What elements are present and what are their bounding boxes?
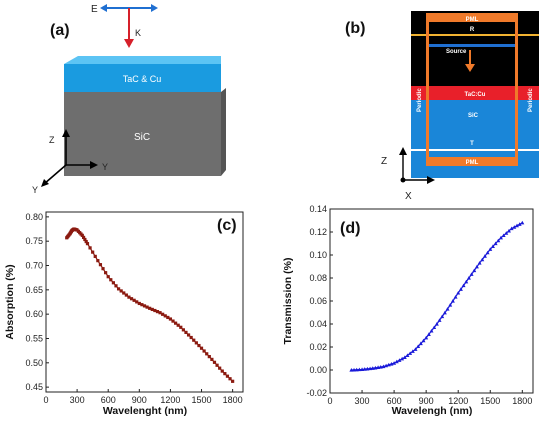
chart-d-point xyxy=(520,221,524,225)
chart-d-ytick: -0.02 xyxy=(306,388,327,398)
chart-d-ytick: 0.08 xyxy=(309,273,327,283)
chart-d-ylabel: Transmission (%) xyxy=(282,258,294,345)
chart-d-ytick: 0.00 xyxy=(309,365,327,375)
chart-d-ytick: 0.04 xyxy=(309,319,327,329)
chart-d-ytick: 0.14 xyxy=(309,204,327,214)
chart-d-ytick: 0.02 xyxy=(309,342,327,352)
chart-d-xtick: 1500 xyxy=(480,396,500,406)
chart-d-xtick: 300 xyxy=(355,396,370,406)
chart-d-ytick: 0.10 xyxy=(309,250,327,260)
chart-d-ytick: 0.06 xyxy=(309,296,327,306)
chart-d-xtick: 0 xyxy=(327,396,332,406)
chart-d-xlabel: Wavelengh (nm) xyxy=(392,405,473,417)
chart-d-xtick: 1800 xyxy=(512,396,532,406)
chart-d-ytick: 0.12 xyxy=(309,227,327,237)
